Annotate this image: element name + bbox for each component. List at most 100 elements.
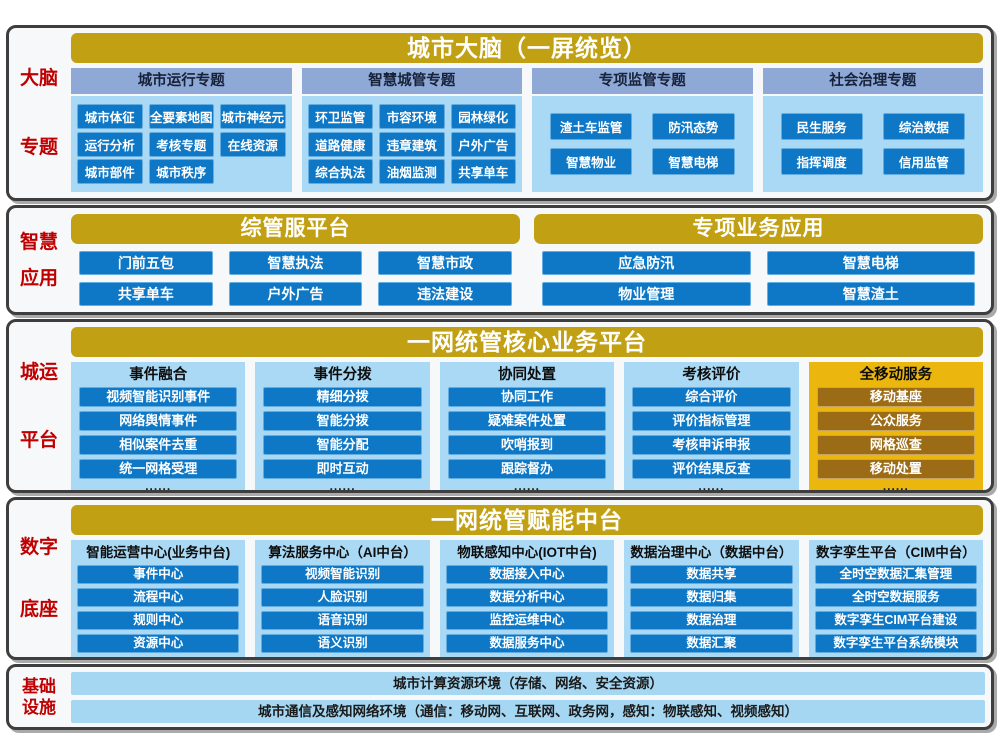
center-button: 全时空数据服务: [814, 588, 978, 607]
layer-label-brain-topics: 大脑 专题: [9, 28, 69, 198]
app-button: 智慧渣土: [766, 282, 975, 306]
layer-label-smart-applications: 智慧 应用: [9, 208, 69, 312]
center-button: 数据汇聚: [630, 634, 793, 653]
button-row: 智慧物业 智慧电梯: [544, 148, 741, 176]
center-button: 数据接入中心: [445, 565, 609, 584]
center-button: 数字孪生平台系统模块: [814, 634, 978, 653]
topic-chip: 城市神经元: [220, 103, 286, 129]
module-button: 网格巡查: [816, 435, 976, 455]
module-button: 综合评价: [632, 387, 791, 407]
topic-chip: 智慧电梯: [652, 148, 735, 176]
module-button: 移动基座: [816, 387, 976, 407]
module-button: 智能分配: [263, 435, 422, 455]
application-panels: 综管服平台 门前五包 智慧执法 智慧市政 共享单车 户外广告 违法建设 专项业务…: [71, 214, 983, 306]
ellipsis-more: ......: [698, 479, 725, 493]
app-button: 物业管理: [542, 282, 751, 306]
side-label-line: 城运: [19, 361, 58, 383]
center-button: 语义识别: [261, 634, 424, 653]
ellipsis-more: ......: [329, 479, 356, 493]
button-row: 城市体征 全要素地图 城市神经元: [77, 103, 286, 129]
layer-content: 一网统管赋能中台 智能运营中心(业务中台) 事件中心 流程中心 规则中心 资源中…: [69, 500, 991, 657]
topic-group-city-operation: 城市运行专题 城市体征 全要素地图 城市神经元 运行分析 考核专题 在线资源: [71, 68, 292, 192]
infrastructure-bars: 城市计算资源环境（存储、网络、安全资源） 城市通信及感知网络环境（通信：移动网、…: [69, 667, 991, 727]
infra-bar-network-environment: 城市通信及感知网络环境（通信：移动网、互联网、政务网，感知：物联感知、视频感知）: [71, 699, 985, 723]
center-column-title: 智能运营中心(业务中台): [86, 545, 231, 560]
side-label-line: 大脑: [19, 68, 58, 89]
topic-panel: 城市体征 全要素地图 城市神经元 运行分析 考核专题 在线资源 城市部件 城市秩…: [71, 96, 292, 192]
topic-chip: 市容环境: [379, 103, 445, 129]
panel-special-business-apps: 专项业务应用 应急防汛 智慧电梯 物业管理 智慧渣土: [534, 214, 983, 306]
module-column-full-mobile-service: 全移动服务 移动基座 公众服务 网格巡查 移动处置 ......: [808, 362, 984, 490]
panel-title: 综管服平台: [71, 214, 520, 244]
center-button: 资源中心: [77, 634, 240, 653]
topic-chip: 道路健康: [307, 131, 373, 157]
topic-chip: 运行分析: [77, 131, 143, 157]
center-column-title: 数据治理中心（数据中台）: [630, 545, 793, 560]
layer-title-core-business-platform: 一网统管核心业务平台: [71, 327, 983, 357]
side-label-line: 智慧: [19, 231, 58, 253]
topic-chip: 违章建筑: [379, 131, 445, 157]
center-button: 流程中心: [77, 588, 240, 607]
side-label-line: 平台: [19, 429, 58, 451]
button-row: 门前五包 智慧执法 智慧市政: [71, 251, 520, 275]
module-button: 相似案件去重: [79, 435, 238, 455]
center-button: 全时空数据汇集管理: [814, 565, 978, 584]
topic-chip: 全要素地图: [148, 103, 214, 129]
topic-chip: 指挥调度: [780, 148, 863, 176]
layer-city-operation-platform: 城运 平台 一网统管核心业务平台 事件融合 视频智能识别事件 网络舆情事件 相似…: [6, 319, 994, 493]
module-column-collaborative-handling: 协同处置 协同工作 疑难案件处置 吹哨报到 跟踪督办 ......: [439, 362, 615, 490]
side-label-line: 应用: [19, 267, 58, 289]
center-button: 语音识别: [261, 611, 424, 630]
button-row: 环卫监管 市容环境 园林绿化: [307, 103, 516, 129]
app-button: 共享单车: [79, 282, 213, 306]
topic-chip: 在线资源: [220, 131, 286, 157]
module-button: 移动处置: [816, 459, 976, 479]
topic-chip: 共享单车: [450, 159, 516, 185]
center-column-title: 算法服务中心（AI中台）: [268, 545, 417, 560]
topic-chip: 信用监管: [882, 148, 965, 176]
module-button: 公众服务: [816, 411, 976, 431]
layer-content: 城市大脑（一屏统览） 城市运行专题 城市体征 全要素地图 城市神经元 运行分析 …: [69, 28, 991, 198]
module-button: 跟踪督办: [447, 459, 607, 479]
button-row: 物业管理 智慧渣土: [534, 282, 983, 306]
center-columns: 智能运营中心(业务中台) 事件中心 流程中心 规则中心 资源中心 算法服务中心（…: [71, 540, 984, 657]
module-button: 智能分拨: [263, 411, 422, 431]
module-column-title: 事件融合: [129, 367, 188, 383]
module-column-title: 考核评价: [682, 367, 741, 383]
module-button: 评价指标管理: [632, 411, 791, 431]
module-column-event-fusion: 事件融合 视频智能识别事件 网络舆情事件 相似案件去重 统一网格受理 .....…: [71, 362, 246, 490]
button-row: 应急防汛 智慧电梯: [534, 251, 983, 275]
side-label-line: 基础: [22, 677, 56, 696]
module-button: 即时互动: [263, 459, 422, 479]
center-button: 规则中心: [77, 611, 240, 630]
module-button: 视频智能识别事件: [79, 387, 238, 407]
topic-group-smart-city-mgmt: 智慧城管专题 环卫监管 市容环境 园林绿化 道路健康 违章建筑 户外广告: [301, 68, 522, 192]
app-button: 智慧电梯: [766, 251, 975, 275]
app-button: 门前五包: [79, 251, 213, 275]
center-button: 数据归集: [630, 588, 793, 607]
center-button: 数据共享: [630, 565, 793, 584]
center-button: 监控运维中心: [445, 611, 609, 630]
button-row: 共享单车 户外广告 违法建设: [71, 282, 520, 306]
center-button: 视频智能识别: [261, 565, 424, 584]
module-column-title: 协同处置: [498, 367, 557, 383]
topic-group-title: 城市运行专题: [71, 68, 292, 94]
module-column-title: 事件分拨: [313, 367, 372, 383]
center-column-algorithm-service: 算法服务中心（AI中台） 视频智能识别 人脸识别 语音识别 语义识别: [255, 540, 430, 657]
layer-title-enabling-middle-platform: 一网统管赋能中台: [71, 505, 983, 535]
side-label-line: 专题: [19, 137, 58, 158]
topic-chip: 城市秩序: [148, 159, 214, 185]
layer-label-digital-base: 数字 底座: [9, 500, 69, 657]
panel-integrated-mgmt-platform: 综管服平台 门前五包 智慧执法 智慧市政 共享单车 户外广告 违法建设: [71, 214, 520, 306]
topic-chip: 环卫监管: [307, 103, 373, 129]
topic-group-title: 专项监管专题: [532, 68, 753, 94]
app-button: 应急防汛: [542, 251, 751, 275]
app-button: 智慧执法: [228, 251, 363, 275]
center-button: 事件中心: [77, 565, 240, 584]
module-column-assessment-evaluation: 考核评价 综合评价 评价指标管理 考核申诉申报 评价结果反查 ......: [624, 362, 799, 493]
module-button: 考核申诉申报: [632, 435, 791, 455]
layer-content: 综管服平台 门前五包 智慧执法 智慧市政 共享单车 户外广告 违法建设 专项业务…: [69, 208, 991, 312]
center-button: 数字孪生CIM平台建设: [814, 611, 978, 630]
center-column-title: 物联感知中心(IOT中台): [457, 545, 597, 560]
